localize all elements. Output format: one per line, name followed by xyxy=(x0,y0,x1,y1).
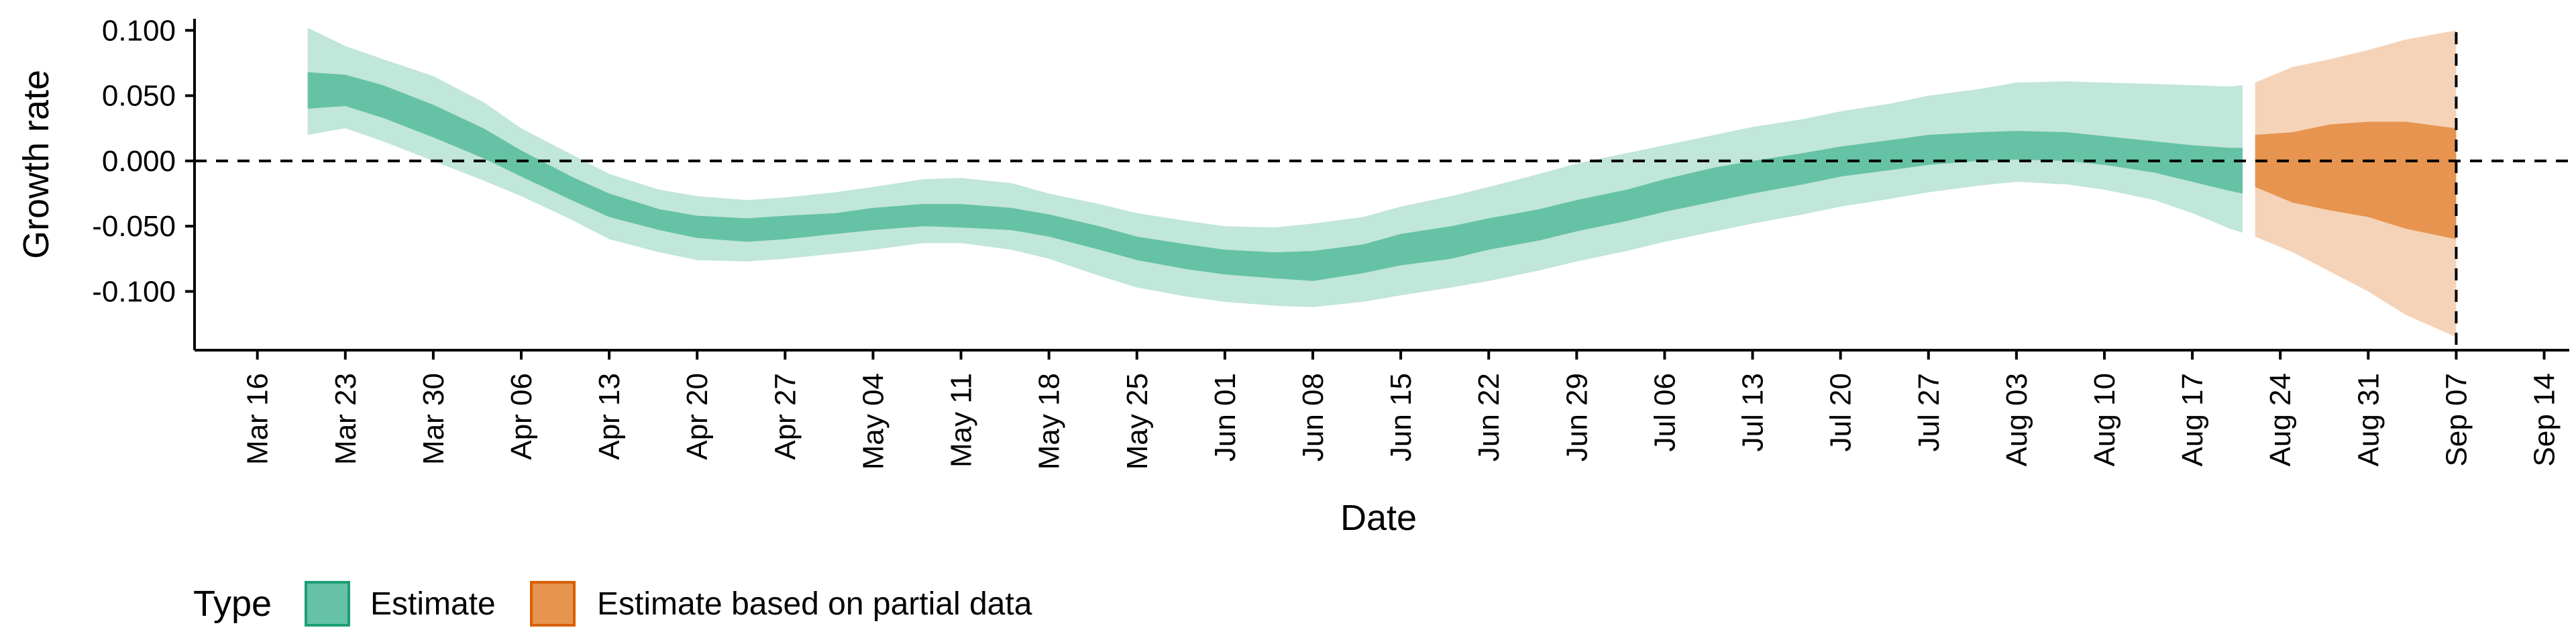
legend: Type Estimate Estimate based on partial … xyxy=(193,581,1032,627)
y-tick-label: -0.050 xyxy=(92,210,176,243)
y-axis-title: Growth rate xyxy=(16,70,56,259)
x-tick-label: Sep 07 xyxy=(2440,373,2473,466)
x-tick-label: Jun 29 xyxy=(1560,373,1593,462)
x-tick-label: May 11 xyxy=(945,373,978,468)
x-tick-label: Mar 16 xyxy=(241,373,274,465)
x-tick-label: Jun 01 xyxy=(1209,373,1242,462)
band-50-partial xyxy=(2255,121,2457,239)
x-tick-label: Mar 30 xyxy=(417,373,450,465)
x-tick-label: Jul 06 xyxy=(1648,373,1681,451)
estimate-bands xyxy=(307,28,2457,337)
y-tick-label: 0.000 xyxy=(102,145,176,178)
x-tick-label: Aug 10 xyxy=(2088,373,2121,466)
legend-swatch-partial xyxy=(530,581,576,627)
x-tick-label: Mar 23 xyxy=(329,373,362,465)
legend-swatch-estimate xyxy=(305,581,350,627)
x-tick-label: May 04 xyxy=(857,373,890,470)
x-tick-label: Jun 15 xyxy=(1385,373,1417,462)
x-tick-label: Apr 27 xyxy=(769,373,802,460)
x-tick-label: Jul 27 xyxy=(1913,373,1945,451)
x-tick-label: May 25 xyxy=(1121,373,1154,470)
reference-lines xyxy=(195,32,2569,350)
x-tick-label: Apr 20 xyxy=(681,373,714,460)
x-tick-label: May 18 xyxy=(1033,373,1066,470)
legend-label-partial: Estimate based on partial data xyxy=(597,586,1032,622)
x-tick-label: Sep 14 xyxy=(2528,373,2561,466)
x-axis-ticks: Mar 16 Mar 23 Mar 30 Apr 06 Apr 13 Apr 20 Apr … xyxy=(241,350,2561,470)
legend-title: Type xyxy=(193,584,272,624)
x-tick-label: Jul 13 xyxy=(1737,373,1770,451)
x-tick-label: Aug 24 xyxy=(2264,373,2297,466)
band-50-estimate xyxy=(307,72,2243,281)
x-tick-label: Jul 20 xyxy=(1825,373,1858,451)
y-axis-ticks: 0.100 0.050 0.000 -0.050 -0.100 xyxy=(92,14,195,308)
x-tick-label: Apr 06 xyxy=(505,373,538,460)
x-tick-label: Aug 17 xyxy=(2176,373,2209,466)
y-tick-label: 0.050 xyxy=(102,80,176,113)
x-axis-title: Date xyxy=(1340,498,1417,538)
x-tick-label: Aug 31 xyxy=(2352,373,2385,466)
y-tick-label: 0.100 xyxy=(102,14,176,47)
x-tick-label: Jun 22 xyxy=(1472,373,1505,462)
x-tick-label: Apr 13 xyxy=(593,373,626,460)
y-tick-label: -0.100 xyxy=(92,275,176,308)
legend-label-estimate: Estimate xyxy=(370,586,496,622)
x-tick-label: Jun 08 xyxy=(1297,373,1330,462)
x-tick-label: Aug 03 xyxy=(2000,373,2033,466)
axes xyxy=(193,19,2569,352)
